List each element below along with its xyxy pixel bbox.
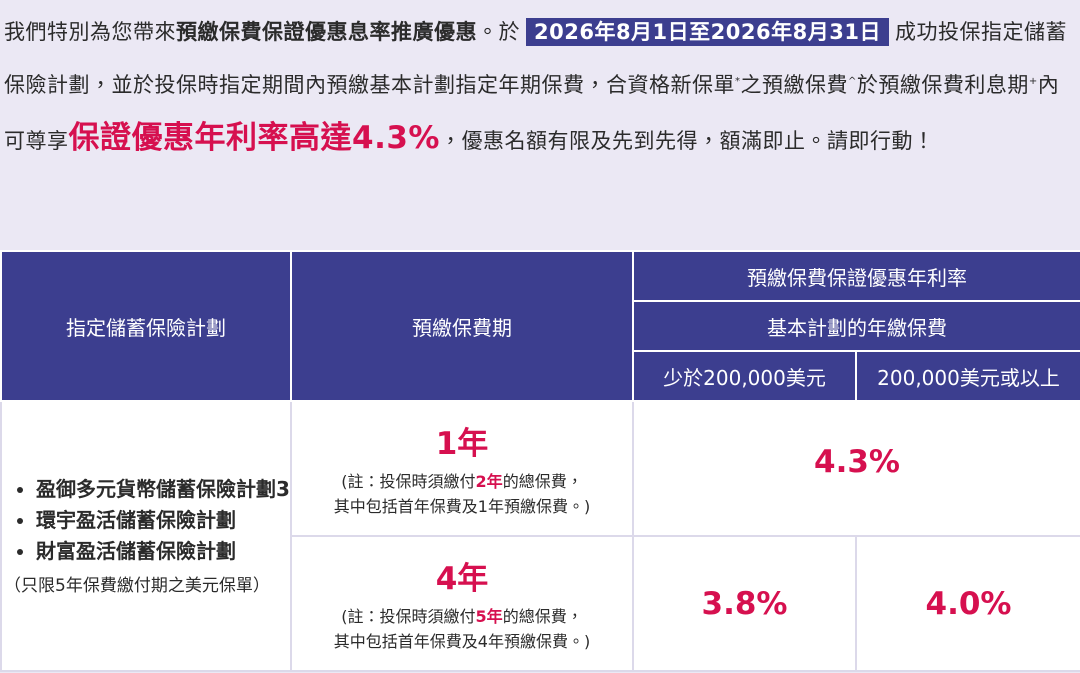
- term-note: (註：投保時須繳付2年的總保費， 其中包括首年保費及1年預繳保費。): [292, 469, 632, 519]
- text: 我們特別為您帶來: [4, 20, 176, 44]
- row: 盈御多元貨幣儲蓄保險計劃3 環宇盈活儲蓄保險計劃 財富盈活儲蓄保險計劃 （只限5…: [0, 400, 1080, 672]
- rate: 3.8%: [632, 535, 857, 672]
- text: 內可尊享: [4, 73, 1060, 153]
- header-cell: 指定儲蓄保險計劃: [0, 250, 292, 402]
- header-cell: 預繳保費期: [290, 250, 634, 402]
- text: 其中包括首年保費及1年預繳保費。): [333, 497, 591, 516]
- header-row: 指定儲蓄保險計劃 預繳保費期 預繳保費保證優惠年利率: [0, 250, 1080, 402]
- footnote-mark: +: [1028, 76, 1038, 87]
- header-cell: 200,000美元或以上: [855, 350, 1080, 402]
- footnote-mark: *: [735, 76, 741, 87]
- promo-period: 2026年8月1日至2026年8月31日: [526, 18, 889, 46]
- text: 於預繳保費利息期: [856, 73, 1029, 97]
- header-cell: 預繳保費保證優惠年利率: [632, 250, 1080, 302]
- plan: 財富盈活儲蓄保險計劃: [36, 538, 290, 565]
- text: 的總保費，: [502, 472, 583, 491]
- promo-name: 預繳保費保證優惠息率推廣優惠: [176, 20, 477, 44]
- header-cell: 少於200,000美元: [632, 350, 857, 402]
- rate-table: 指定儲蓄保險計劃 預繳保費期 預繳保費保證優惠年利率 基本計劃的年繳保費 少於2…: [0, 250, 1080, 672]
- text: (註：投保時須繳付: [341, 607, 476, 626]
- plan-list: 盈御多元貨幣儲蓄保險計劃3 環宇盈活儲蓄保險計劃 財富盈活儲蓄保險計劃: [8, 476, 290, 565]
- text: 2年: [475, 472, 503, 491]
- header-row: 少於200,000美元 200,000美元或以上: [1, 350, 1080, 402]
- text: 成功投保指定儲蓄保險計劃，並於投保時指定期間內預繳基本計劃指定年期保費，合資格新…: [4, 20, 1067, 97]
- highlight: 保證優惠年利率高達4.3%: [68, 120, 440, 156]
- footnote-mark: ^: [848, 76, 857, 87]
- rate: 4.3%: [632, 400, 1080, 537]
- text: (註：投保時須繳付: [341, 472, 476, 491]
- text: 。於: [477, 20, 520, 44]
- period-cell: 1年 (註：投保時須繳付2年的總保費， 其中包括首年保費及1年預繳保費。): [290, 400, 634, 537]
- row: 4年 (註：投保時須繳付5年的總保費， 其中包括首年保費及4年預繳保費。) 3.8…: [1, 535, 1080, 672]
- term: 4年: [435, 561, 489, 597]
- term-note: (註：投保時須繳付5年的總保費， 其中包括首年保費及4年預繳保費。): [292, 604, 632, 654]
- header-cell: 基本計劃的年繳保費: [632, 300, 1080, 352]
- rate: 4.0%: [855, 535, 1080, 672]
- plans-note: （只限5年保費繳付期之美元保單）: [4, 576, 270, 596]
- text: 的總保費，: [502, 607, 583, 626]
- text: 5年: [475, 607, 503, 626]
- text: 其中包括首年保費及4年預繳保費。): [333, 632, 591, 651]
- text: 之預繳保費: [740, 73, 848, 97]
- plan: 盈御多元貨幣儲蓄保險計劃3: [36, 476, 290, 503]
- plans-cell: 盈御多元貨幣儲蓄保險計劃3 環宇盈活儲蓄保險計劃 財富盈活儲蓄保險計劃 （只限5…: [0, 400, 292, 672]
- plan: 環宇盈活儲蓄保險計劃: [36, 507, 290, 534]
- period-cell: 4年 (註：投保時須繳付5年的總保費， 其中包括首年保費及4年預繳保費。): [290, 535, 634, 672]
- header-row: 基本計劃的年繳保費: [1, 300, 1080, 352]
- text: ，優惠名額有限及先到先得，額滿即止。請即行動！: [439, 129, 935, 153]
- term: 1年: [435, 426, 489, 462]
- intro: 我們特別為您帶來預繳保費保證優惠息率推廣優惠。於 2026年8月1日至2026年8…: [0, 0, 1080, 250]
